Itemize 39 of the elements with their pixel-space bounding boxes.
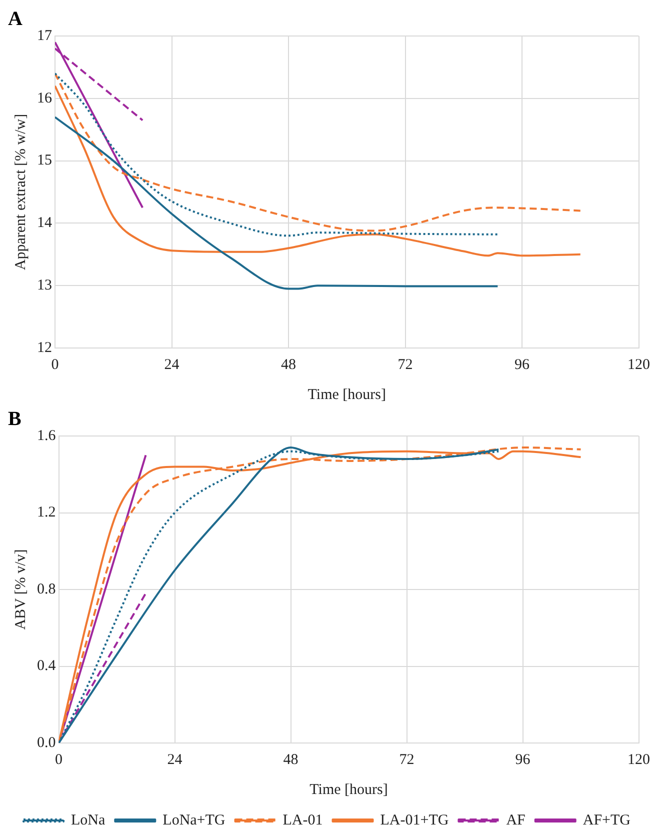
legend-label: AF+TG: [582, 812, 631, 828]
y-tick-label: 13: [37, 278, 52, 294]
x-tick-label: 120: [628, 356, 650, 373]
x-tick-label: 0: [51, 356, 59, 373]
legend-label: LoNa+TG: [162, 812, 226, 828]
x-tick-label: 0: [55, 752, 62, 768]
y-tick-label: 0.4: [37, 658, 56, 674]
x-tick-label: 48: [283, 752, 298, 768]
x-tick-label: 72: [398, 356, 413, 373]
y-axis-title: ABV [% v/v]: [12, 549, 29, 630]
y-tick-label: 1.2: [37, 504, 56, 521]
x-axis-title: Time [hours]: [310, 782, 388, 798]
y-tick-label: 0.0: [37, 734, 56, 751]
chart-title: A: [8, 8, 23, 30]
x-tick-label: 120: [628, 752, 650, 768]
legend-label: LoNa: [71, 812, 106, 828]
y-tick-label: 1.6: [37, 428, 56, 444]
y-tick-label: 12: [37, 340, 52, 356]
x-tick-label: 96: [514, 356, 530, 373]
line-series: [55, 116, 499, 290]
line-series: [55, 72, 582, 232]
x-tick-label: 96: [515, 752, 531, 768]
legend-label: LA-01: [282, 812, 323, 828]
y-tick-label: 16: [37, 90, 52, 106]
x-tick-label: 48: [281, 356, 296, 373]
legend-label: AF: [506, 812, 526, 828]
x-tick-label: 24: [167, 752, 183, 768]
x-axis-title: Time [hours]: [308, 386, 386, 403]
y-axis-title: Apparent extract [% w/w]: [12, 114, 29, 270]
line-series: [55, 84, 582, 257]
y-tick-label: 0.8: [37, 581, 56, 598]
y-tick-label: 14: [37, 215, 52, 232]
y-tick-label: 15: [37, 152, 52, 169]
line-series: [55, 72, 499, 237]
y-tick-label: 17: [37, 28, 52, 44]
legend-label: LA-01+TG: [380, 812, 449, 828]
x-tick-label: 24: [164, 356, 180, 373]
x-tick-label: 72: [399, 752, 414, 768]
chart-title: B: [8, 408, 22, 430]
